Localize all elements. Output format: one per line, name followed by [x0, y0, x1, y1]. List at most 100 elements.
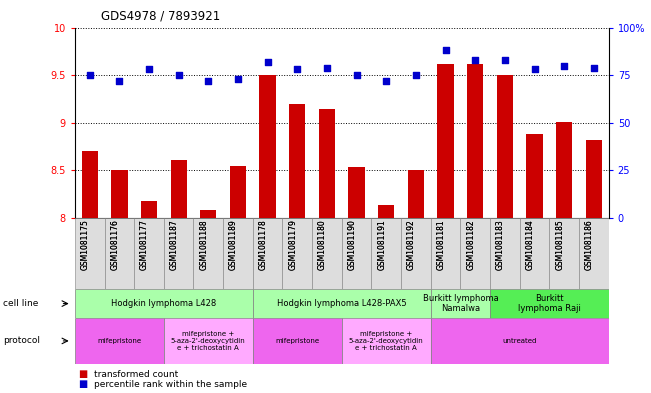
Text: GSM1081180: GSM1081180 [318, 220, 327, 270]
Bar [260, 75, 276, 218]
Bar [75, 218, 105, 289]
Text: untreated: untreated [503, 338, 537, 344]
Point [262, 59, 273, 65]
Bar [549, 218, 579, 289]
Text: GSM1081179: GSM1081179 [288, 220, 298, 270]
Point [322, 64, 332, 71]
Text: GSM1081181: GSM1081181 [437, 220, 445, 270]
Bar [75, 318, 164, 364]
Text: GSM1081187: GSM1081187 [170, 220, 178, 270]
Point [144, 66, 154, 73]
Text: GSM1081182: GSM1081182 [466, 220, 475, 270]
Text: GSM1081175: GSM1081175 [81, 220, 90, 270]
Bar [223, 218, 253, 289]
Text: ■: ■ [78, 369, 87, 379]
Bar [437, 64, 454, 218]
Point [381, 78, 391, 84]
Text: GSM1081186: GSM1081186 [585, 220, 594, 270]
Bar [171, 160, 187, 218]
Bar [401, 218, 431, 289]
Point [411, 72, 421, 78]
Bar [193, 218, 223, 289]
Text: mifepristone: mifepristone [97, 338, 141, 344]
Point [352, 72, 362, 78]
Bar [431, 289, 490, 318]
Bar [519, 218, 549, 289]
Point [559, 62, 570, 69]
Bar [81, 151, 98, 218]
Text: GSM1081177: GSM1081177 [140, 220, 149, 270]
Point [529, 66, 540, 73]
Bar [134, 218, 164, 289]
Bar [460, 218, 490, 289]
Text: GSM1081187: GSM1081187 [170, 220, 178, 270]
Text: GSM1081186: GSM1081186 [585, 220, 594, 270]
Text: mifepristone +
5-aza-2'-deoxycytidin
e + trichostatin A: mifepristone + 5-aza-2'-deoxycytidin e +… [349, 331, 424, 351]
Point [292, 66, 303, 73]
Point [589, 64, 599, 71]
Bar [527, 134, 543, 218]
Text: GSM1081185: GSM1081185 [555, 220, 564, 270]
Text: GSM1081185: GSM1081185 [555, 220, 564, 270]
Bar [105, 218, 134, 289]
Point [85, 72, 95, 78]
Bar [556, 122, 572, 218]
Bar [579, 218, 609, 289]
Text: GSM1081188: GSM1081188 [199, 220, 208, 270]
Bar [164, 318, 253, 364]
Text: GSM1081191: GSM1081191 [378, 220, 386, 270]
Bar [431, 218, 460, 289]
Text: GSM1081180: GSM1081180 [318, 220, 327, 270]
Bar [75, 289, 253, 318]
Bar [490, 218, 519, 289]
Text: GSM1081184: GSM1081184 [525, 220, 534, 270]
Text: GSM1081176: GSM1081176 [111, 220, 119, 270]
Text: mifepristone: mifepristone [275, 338, 320, 344]
Bar [467, 64, 484, 218]
Text: GSM1081175: GSM1081175 [81, 220, 90, 270]
Point [114, 78, 124, 84]
Text: protocol: protocol [3, 336, 40, 345]
Text: Hodgkin lymphoma L428: Hodgkin lymphoma L428 [111, 299, 217, 308]
Bar [200, 209, 217, 218]
Bar [372, 218, 401, 289]
Point [173, 72, 184, 78]
Text: Burkitt
lymphoma Raji: Burkitt lymphoma Raji [518, 294, 581, 313]
Text: GSM1081184: GSM1081184 [525, 220, 534, 270]
Bar [586, 140, 602, 218]
Bar [253, 218, 283, 289]
Bar [348, 167, 365, 218]
Text: GSM1081190: GSM1081190 [348, 220, 357, 270]
Bar [319, 108, 335, 218]
Text: GSM1081188: GSM1081188 [199, 220, 208, 270]
Text: GSM1081182: GSM1081182 [466, 220, 475, 270]
Bar [378, 205, 395, 218]
Text: GSM1081192: GSM1081192 [407, 220, 416, 270]
Text: ■: ■ [78, 379, 87, 389]
Bar [230, 166, 246, 218]
Bar [141, 201, 157, 218]
Text: cell line: cell line [3, 299, 38, 308]
Point [203, 78, 214, 84]
Text: GSM1081178: GSM1081178 [258, 220, 268, 270]
Text: GSM1081177: GSM1081177 [140, 220, 149, 270]
Text: GSM1081191: GSM1081191 [378, 220, 386, 270]
Bar [164, 218, 193, 289]
Bar [283, 218, 312, 289]
Point [440, 47, 450, 53]
Bar [289, 104, 305, 218]
Text: Burkitt lymphoma
Namalwa: Burkitt lymphoma Namalwa [422, 294, 498, 313]
Bar [111, 171, 128, 218]
Bar [408, 171, 424, 218]
Text: GSM1081183: GSM1081183 [496, 220, 505, 270]
Text: GSM1081189: GSM1081189 [229, 220, 238, 270]
Text: Hodgkin lymphoma L428-PAX5: Hodgkin lymphoma L428-PAX5 [277, 299, 407, 308]
Text: GSM1081178: GSM1081178 [258, 220, 268, 270]
Bar [497, 75, 513, 218]
Bar [431, 318, 609, 364]
Text: transformed count: transformed count [94, 370, 178, 378]
Point [233, 76, 243, 82]
Bar [342, 218, 372, 289]
Text: GSM1081183: GSM1081183 [496, 220, 505, 270]
Text: GSM1081189: GSM1081189 [229, 220, 238, 270]
